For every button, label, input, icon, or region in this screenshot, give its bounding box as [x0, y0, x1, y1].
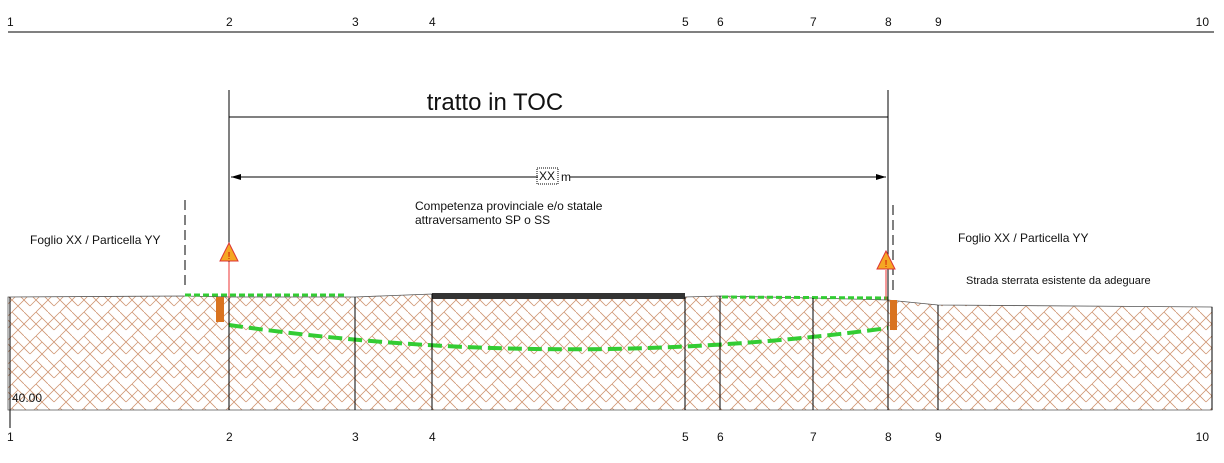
station-label-top: 10	[1196, 15, 1210, 29]
road-pavement	[432, 293, 685, 299]
exit-pit	[890, 300, 897, 330]
parcel-left: Foglio XX / Particella YY	[30, 233, 161, 247]
warning-sign: !	[876, 249, 896, 300]
station-label-top: 9	[935, 15, 942, 29]
length-value: XX	[539, 169, 555, 183]
station-label-top: 7	[810, 15, 817, 29]
stations: 1 2 3 4 5 6 7 8 9 10 1 2 3 4 5 6 7 8 9 10	[7, 15, 1213, 444]
svg-text:!: !	[885, 259, 888, 270]
station-label-top: 8	[885, 15, 892, 29]
length-unit: m	[561, 170, 571, 184]
station-label-top: 6	[717, 15, 724, 29]
station-label-top: 3	[352, 15, 359, 29]
station-label-top: 2	[226, 15, 233, 29]
competence: attraversamento SP o SS	[415, 213, 550, 227]
station-label-bottom: 5	[682, 430, 689, 444]
station-label-bottom: 9	[935, 430, 942, 444]
road-note: Strada sterrata esistente da adeguare	[966, 275, 1151, 287]
title: tratto in TOC	[427, 89, 564, 116]
warning-sign: !	[219, 241, 239, 298]
station-label-top: 5	[682, 15, 689, 29]
station-label-bottom: 8	[885, 430, 892, 444]
station-label-top: 4	[429, 15, 436, 29]
length-box	[536, 167, 559, 185]
competence: Competenza provinciale e/o statale	[415, 199, 603, 213]
station-label-bottom: 7	[810, 430, 817, 444]
bore-path	[228, 323, 889, 352]
station-label-bottom: 3	[352, 430, 359, 444]
station-label-top: 1	[7, 15, 14, 29]
parcel-right: Foglio XX / Particella YY	[958, 231, 1089, 245]
station-label-bottom: 10	[1196, 430, 1210, 444]
station-label-bottom: 1	[7, 430, 14, 444]
ground-profile	[7, 293, 1213, 411]
svg-text:!: !	[228, 251, 231, 262]
station-label-bottom: 2	[226, 430, 233, 444]
entry-pit	[216, 297, 224, 322]
station-label-bottom: 4	[429, 430, 436, 444]
elevation: 40.00	[12, 391, 42, 405]
station-label-bottom: 6	[717, 430, 724, 444]
surface-strip	[721, 295, 889, 300]
